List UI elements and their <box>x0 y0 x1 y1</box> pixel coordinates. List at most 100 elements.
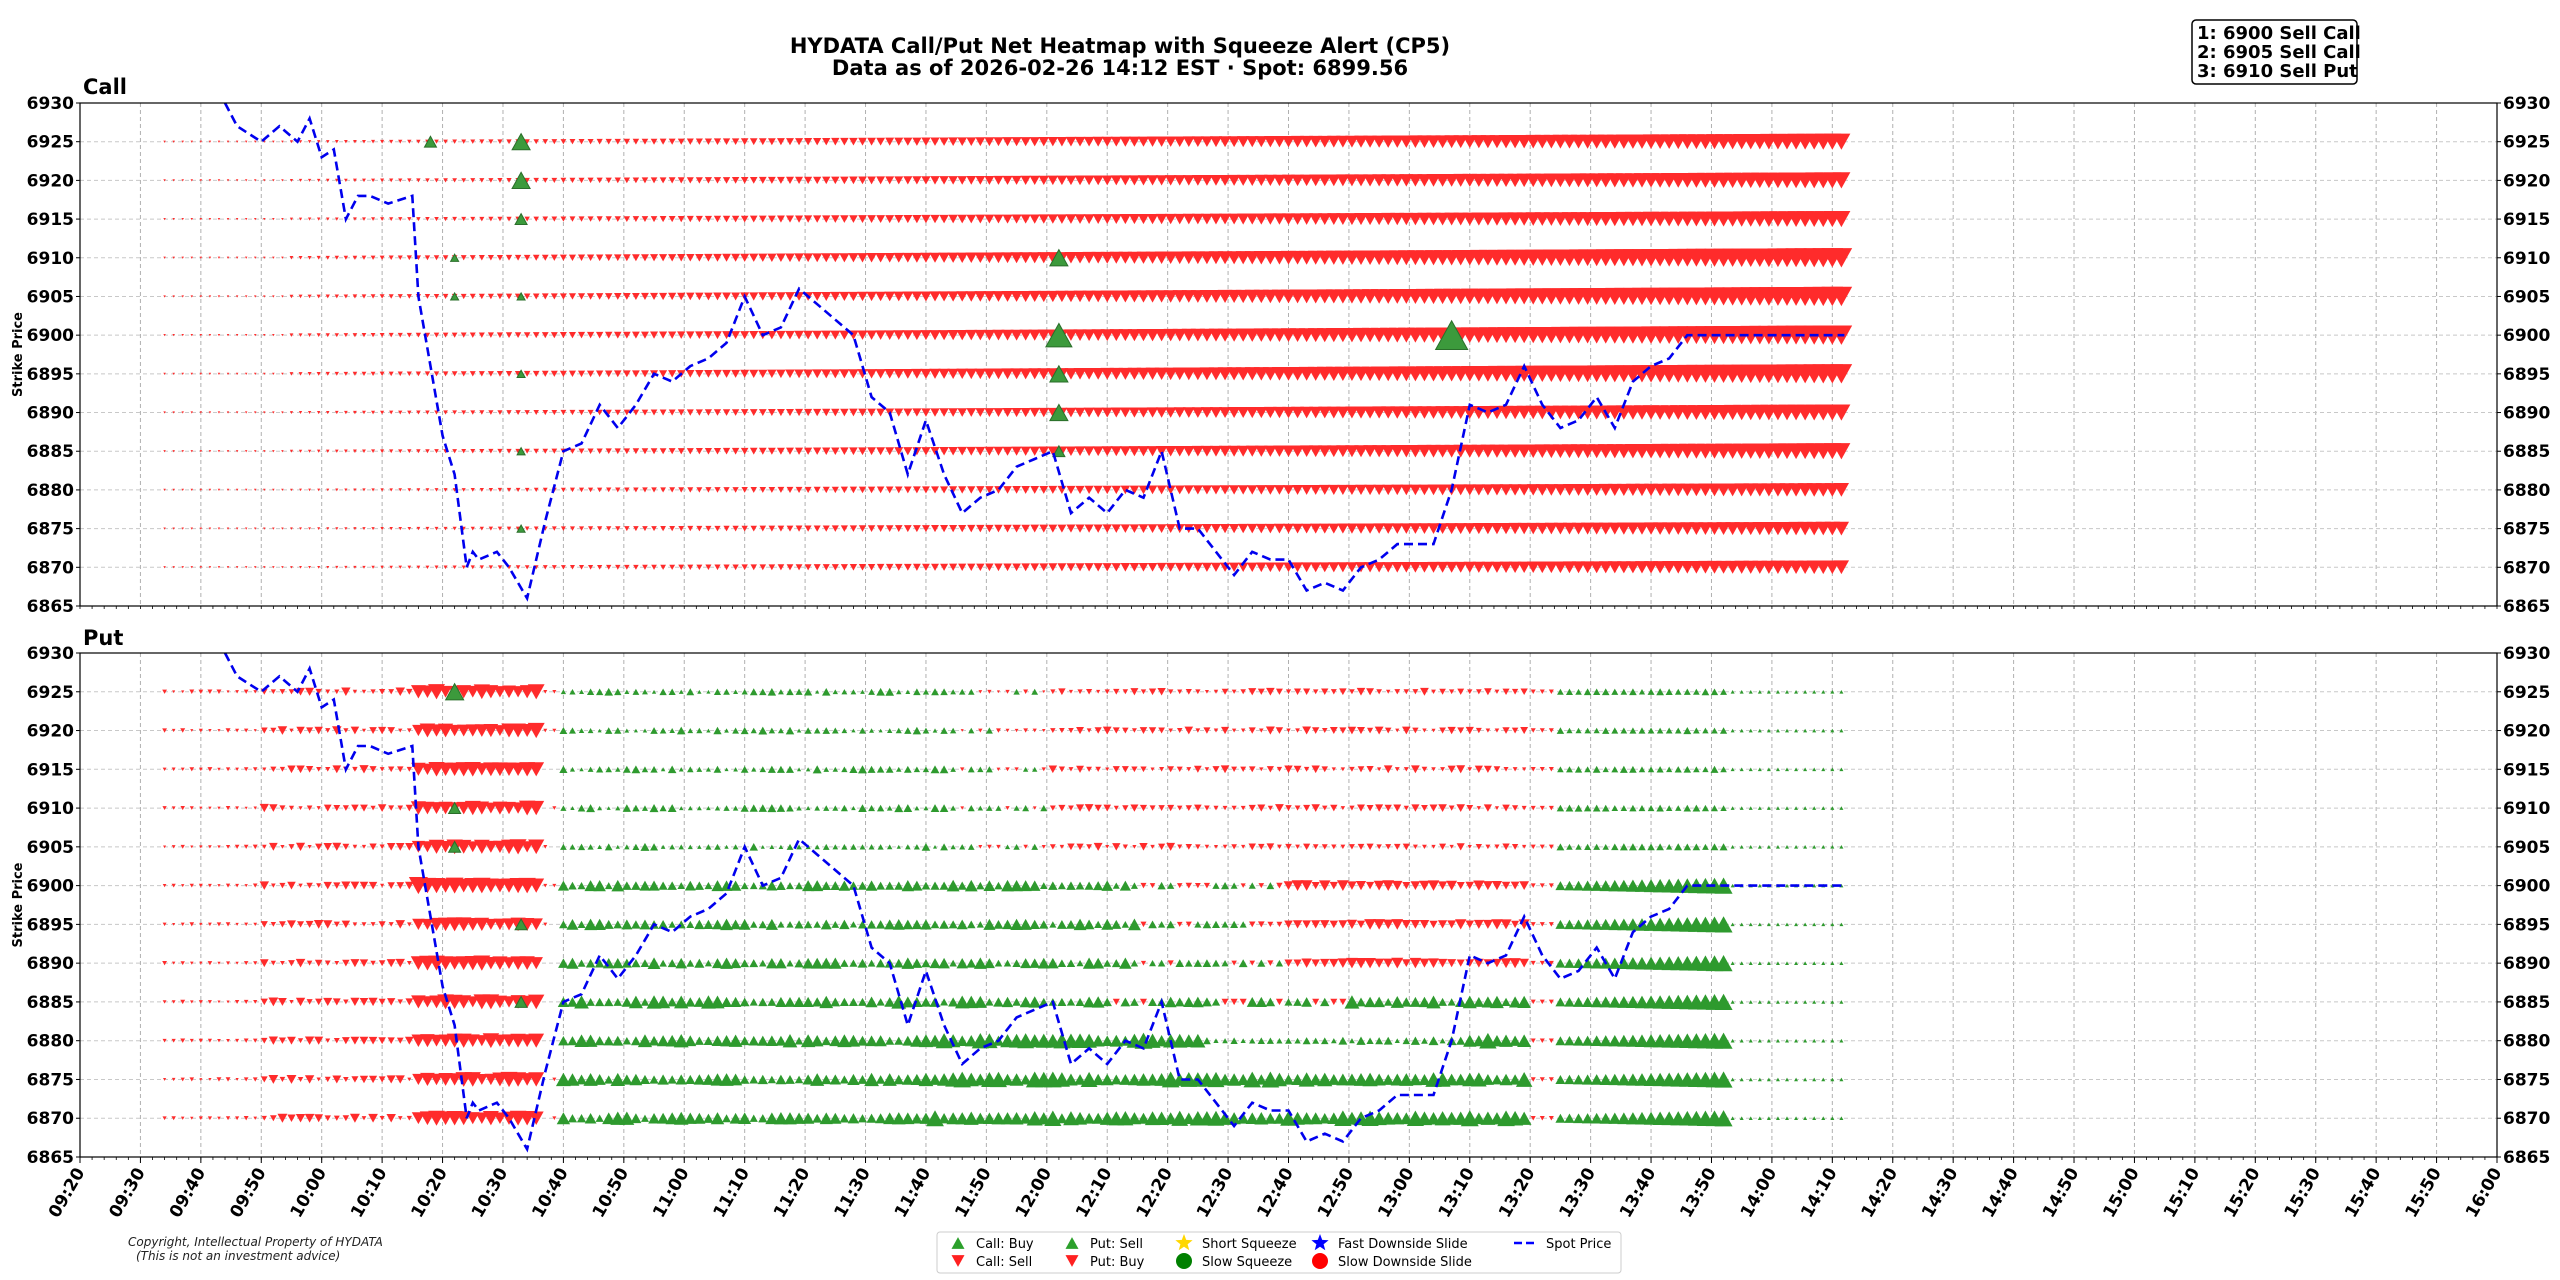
sell-marker <box>822 525 830 532</box>
sell-marker <box>244 450 248 453</box>
buy-marker <box>566 918 579 930</box>
sell-marker <box>470 139 476 144</box>
sell-marker <box>314 1114 324 1123</box>
sell-marker <box>686 448 694 455</box>
top-signal-2: 2: 6905 Sell Call <box>2197 42 2361 63</box>
buy-marker <box>786 921 794 928</box>
sell-marker <box>297 921 305 928</box>
sell-marker <box>1465 881 1475 890</box>
sell-marker <box>1456 804 1466 812</box>
sell-marker <box>325 766 331 772</box>
sell-marker <box>1257 688 1265 695</box>
sell-marker <box>1437 881 1448 890</box>
sell-marker <box>199 922 203 926</box>
buy-marker <box>920 919 932 930</box>
sell-marker <box>1346 562 1358 573</box>
sell-marker <box>786 447 794 455</box>
sell-marker <box>957 214 968 224</box>
buy-marker <box>1410 1036 1420 1045</box>
buy-marker <box>1785 922 1790 927</box>
buy-marker <box>593 879 606 892</box>
sell-marker <box>1689 483 1704 497</box>
sell-marker <box>633 526 639 532</box>
sell-marker <box>253 488 257 492</box>
sell-marker <box>623 409 631 416</box>
sell-marker <box>1208 251 1224 265</box>
sell-marker <box>1156 485 1167 495</box>
sell-marker <box>208 728 212 733</box>
sell-marker <box>334 294 339 299</box>
sell-marker <box>885 486 894 494</box>
sell-marker <box>938 368 950 379</box>
buy-marker <box>1574 766 1583 773</box>
sell-marker <box>437 723 454 738</box>
sell-marker <box>244 884 248 888</box>
sell-marker <box>822 447 831 455</box>
sell-marker <box>1327 213 1341 225</box>
sell-marker <box>1266 766 1274 773</box>
buy-marker <box>1803 806 1808 810</box>
sell-marker <box>786 486 794 493</box>
sell-marker <box>568 254 576 261</box>
buy-marker <box>875 920 886 929</box>
sell-marker <box>1319 484 1331 495</box>
buy-marker <box>667 959 677 968</box>
sell-marker <box>1042 690 1046 694</box>
buy-marker <box>1373 996 1385 1008</box>
sell-marker <box>1029 446 1040 456</box>
sell-marker <box>180 961 185 966</box>
sell-marker <box>198 1000 203 1004</box>
sell-marker <box>1047 136 1059 147</box>
buy-marker <box>1775 767 1780 772</box>
buy-marker <box>1127 1073 1141 1086</box>
sell-marker <box>996 844 1001 849</box>
sell-marker <box>1300 406 1314 419</box>
sell-marker <box>181 334 184 337</box>
sell-marker <box>325 410 330 415</box>
sell-marker <box>1328 484 1340 495</box>
buy-marker <box>957 881 967 890</box>
sell-marker <box>416 217 421 222</box>
sell-marker <box>341 881 351 890</box>
buy-marker <box>1620 727 1628 734</box>
sell-marker <box>993 214 1004 224</box>
buy-marker <box>1166 920 1175 929</box>
buy-marker <box>1739 1077 1744 1082</box>
sell-marker <box>1481 523 1495 535</box>
sell-marker <box>1065 136 1077 147</box>
sell-marker <box>190 566 194 569</box>
sell-marker <box>1186 767 1192 772</box>
buy-marker <box>679 806 684 811</box>
sell-marker <box>1282 174 1295 187</box>
sell-marker <box>1490 484 1504 496</box>
sell-marker <box>723 564 730 571</box>
sell-marker <box>1001 252 1014 264</box>
sell-marker <box>822 564 830 571</box>
buy-marker <box>678 767 684 772</box>
y-tick-label-right: 6925 <box>2503 683 2550 703</box>
buy-marker <box>893 1074 905 1085</box>
buy-marker <box>1608 957 1622 969</box>
buy-marker <box>820 957 833 969</box>
sell-marker <box>541 370 549 377</box>
sell-marker <box>713 331 722 340</box>
sell-marker <box>1285 843 1292 850</box>
buy-marker <box>1463 1034 1477 1047</box>
sell-marker <box>298 140 303 144</box>
sell-marker <box>1209 445 1222 457</box>
buy-marker <box>1581 1113 1594 1124</box>
sell-marker <box>1303 766 1310 772</box>
sell-marker <box>406 1115 412 1121</box>
sell-marker <box>1462 406 1477 420</box>
sell-marker <box>569 216 576 222</box>
buy-marker <box>1608 996 1622 1008</box>
buy-marker <box>1566 727 1573 734</box>
buy-marker <box>1634 995 1649 1009</box>
sell-marker <box>1264 213 1277 225</box>
sell-marker <box>1355 484 1367 496</box>
sell-marker <box>686 177 694 184</box>
sell-marker <box>1309 213 1323 225</box>
sell-marker <box>1426 212 1441 226</box>
sell-marker <box>1390 406 1405 419</box>
sell-marker <box>189 767 195 772</box>
